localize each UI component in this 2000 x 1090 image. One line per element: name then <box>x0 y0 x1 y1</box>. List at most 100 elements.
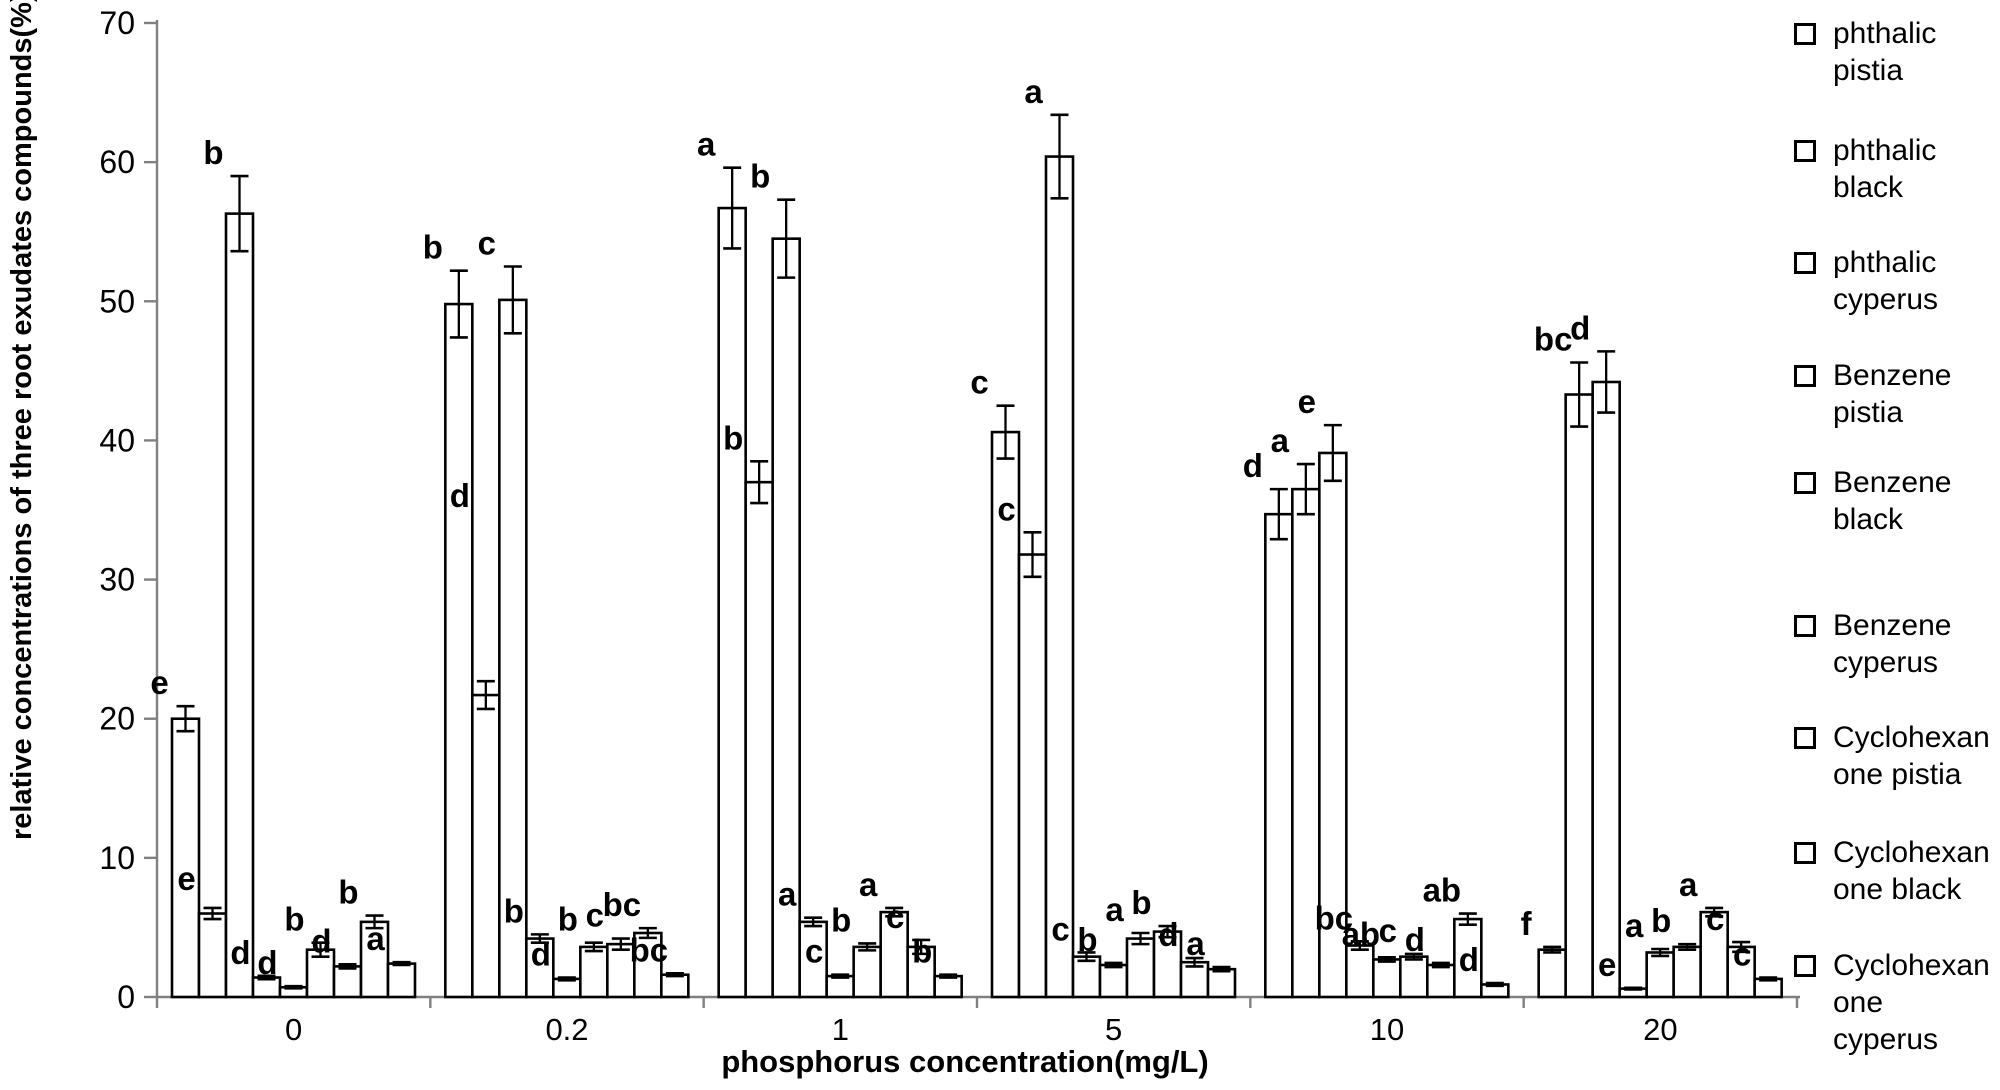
bar <box>471 693 501 999</box>
bar <box>933 974 963 999</box>
bar <box>771 237 801 999</box>
x-category-label: 5 <box>1105 1012 1122 1047</box>
bar <box>1264 512 1294 999</box>
significance-letter: d <box>531 936 551 973</box>
bar <box>1098 963 1129 999</box>
significance-letter: b <box>558 901 578 938</box>
bar <box>1372 958 1402 999</box>
significance-letter: b <box>284 901 304 938</box>
bar <box>170 717 201 999</box>
significance-letter: ab <box>1423 872 1462 909</box>
y-tick-label: 20 <box>99 701 135 737</box>
significance-letter: b <box>831 901 851 938</box>
significance-letter: d <box>450 477 470 514</box>
y-tick-label: 50 <box>99 283 135 319</box>
significance-letter: b <box>750 158 770 195</box>
significance-letter: ab <box>1342 915 1381 952</box>
y-axis-title: relative concentrations of three root ex… <box>6 0 38 840</box>
bar <box>1017 553 1048 999</box>
y-tick-label: 70 <box>99 5 135 41</box>
significance-letter: b <box>1131 884 1151 921</box>
bar <box>579 945 609 999</box>
bar <box>1179 960 1210 999</box>
significance-letter: e <box>1298 383 1316 420</box>
significance-letter: c <box>1379 912 1397 949</box>
x-category-label: 1 <box>832 1012 849 1047</box>
y-tick-label: 30 <box>99 562 135 598</box>
bar <box>1591 380 1621 999</box>
significance-letter: d <box>1243 447 1263 484</box>
significance-letter: a <box>1186 925 1205 962</box>
significance-letter: b <box>338 874 358 911</box>
significance-letter: b <box>203 134 223 171</box>
y-tick-label: 40 <box>99 422 135 458</box>
bar <box>359 920 390 999</box>
x-axis-title: phosphorus concentration(mg/L) <box>721 1044 1209 1079</box>
bar <box>1699 910 1729 999</box>
bar <box>444 302 474 999</box>
bar <box>386 962 417 999</box>
significance-letter: d <box>311 922 331 959</box>
bar <box>1453 917 1483 999</box>
significance-letter: c <box>970 364 988 401</box>
significance-letter: a <box>1271 422 1290 459</box>
bar <box>1672 945 1702 999</box>
bar <box>1537 948 1567 999</box>
significance-letter: c <box>997 490 1015 527</box>
bar <box>498 298 528 999</box>
significance-letter: b <box>1651 902 1671 939</box>
bar <box>1753 977 1783 999</box>
significance-letter: a <box>1625 907 1644 944</box>
bar <box>879 910 909 999</box>
significance-letter: bc <box>630 931 669 968</box>
x-category-label: 0.2 <box>545 1012 588 1047</box>
significance-letter: c <box>1051 910 1069 947</box>
significance-letter: a <box>1024 73 1043 110</box>
y-tick-label: 0 <box>117 979 135 1015</box>
bar <box>744 480 774 999</box>
bar <box>1125 937 1156 999</box>
significance-letter: c <box>886 898 904 935</box>
bar <box>825 974 855 999</box>
significance-letter: b <box>723 419 743 456</box>
significance-letter: e <box>177 860 195 897</box>
bar <box>1726 945 1756 999</box>
significance-letter: d <box>1459 941 1479 978</box>
bar <box>332 965 363 999</box>
significance-letter: a <box>697 126 716 163</box>
significance-letter: a <box>859 866 878 903</box>
bar <box>852 945 882 999</box>
significance-letter: a <box>366 920 385 957</box>
significance-letter: a <box>778 876 797 913</box>
significance-letter: c <box>478 225 496 262</box>
y-tick-label: 10 <box>99 840 135 876</box>
bar <box>1071 955 1102 999</box>
bar <box>1645 951 1675 999</box>
bar <box>1152 930 1183 999</box>
significance-letter: a <box>1105 891 1124 928</box>
bar <box>1318 451 1348 999</box>
bar <box>906 945 936 999</box>
bar <box>1564 393 1594 999</box>
significance-letter: a <box>1679 866 1698 903</box>
bar <box>224 212 255 999</box>
significance-letter: d <box>230 934 250 971</box>
bar <box>1426 963 1456 999</box>
bar <box>660 973 690 999</box>
x-category-label: 10 <box>1370 1012 1404 1047</box>
bar <box>633 931 663 999</box>
significance-letter: e <box>150 664 168 701</box>
significance-letter: b <box>423 229 443 266</box>
significance-letter: d <box>257 944 277 981</box>
significance-letter: bc <box>1315 899 1354 936</box>
significance-letter: bc <box>1534 321 1573 358</box>
bar <box>717 206 747 999</box>
y-tick-label: 60 <box>99 144 135 180</box>
bar <box>1345 944 1375 999</box>
significance-letter: b <box>504 892 524 929</box>
x-category-label: 0 <box>285 1012 302 1047</box>
significance-letter: d <box>1405 921 1425 958</box>
bar <box>552 977 582 999</box>
